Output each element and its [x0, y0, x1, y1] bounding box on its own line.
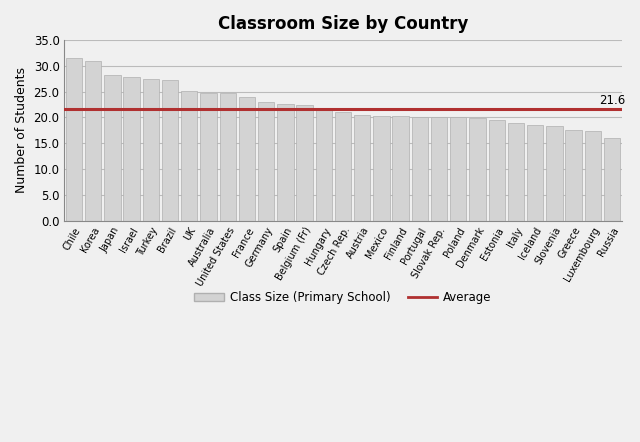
Bar [584, 131, 601, 221]
Bar [604, 138, 620, 221]
Bar [335, 112, 351, 221]
Bar [508, 122, 524, 221]
Bar [392, 116, 409, 221]
Legend: Class Size (Primary School), Average: Class Size (Primary School), Average [189, 286, 497, 309]
Bar [488, 119, 505, 221]
Bar [412, 118, 428, 221]
Bar [104, 75, 120, 221]
Bar [66, 57, 82, 221]
Bar [431, 117, 447, 221]
Bar [181, 91, 198, 221]
Title: Classroom Size by Country: Classroom Size by Country [218, 15, 468, 33]
Bar [258, 102, 275, 221]
Bar [162, 80, 179, 221]
Y-axis label: Number of Students: Number of Students [15, 67, 28, 193]
Bar [85, 61, 101, 221]
Bar [277, 103, 294, 221]
Text: 21.6: 21.6 [599, 94, 625, 107]
Bar [124, 77, 140, 221]
Bar [296, 105, 313, 221]
Bar [316, 108, 332, 221]
Bar [239, 97, 255, 221]
Bar [200, 93, 217, 221]
Bar [143, 79, 159, 221]
Bar [450, 118, 467, 221]
Bar [373, 116, 390, 221]
Bar [546, 126, 563, 221]
Bar [565, 130, 582, 221]
Bar [527, 125, 543, 221]
Bar [354, 115, 371, 221]
Bar [220, 93, 236, 221]
Bar [469, 118, 486, 221]
